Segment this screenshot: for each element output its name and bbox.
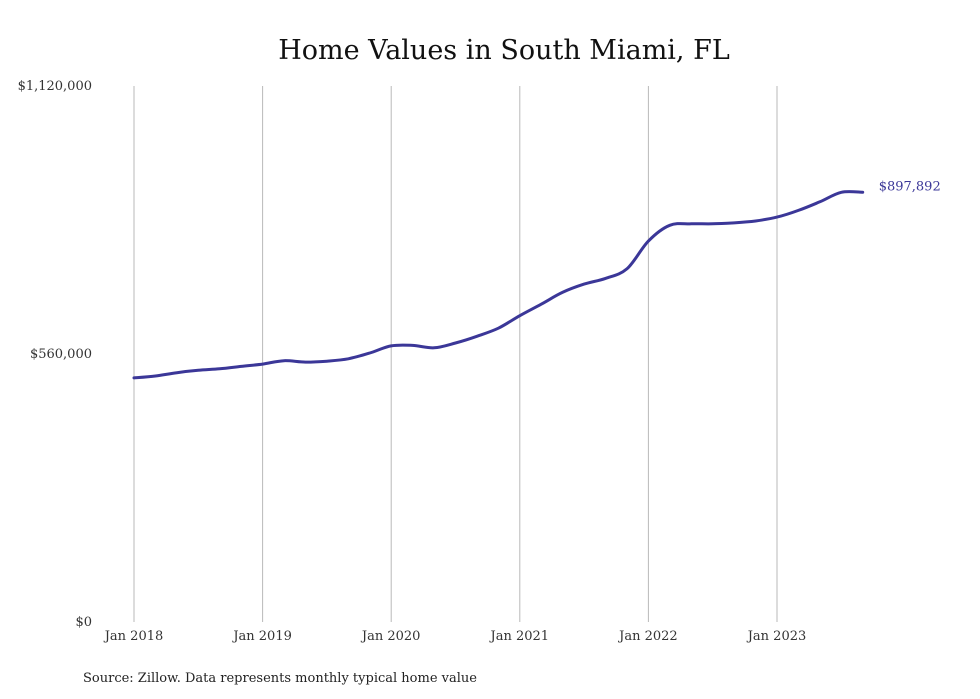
data-point-23	[625, 267, 629, 271]
y-axis-ticks: $0 $560,000 $1,120,000	[18, 79, 92, 630]
data-point-8	[304, 360, 308, 364]
data-point-11	[368, 351, 372, 355]
vertical-gridlines	[133, 86, 778, 622]
data-point-28	[732, 221, 736, 225]
data-point-15	[454, 341, 458, 345]
data-point-3	[196, 368, 200, 372]
data-point-17	[496, 326, 500, 330]
data-point-20	[561, 290, 565, 294]
data-point-12	[389, 344, 393, 348]
data-point-19	[539, 302, 543, 306]
data-point-10	[346, 357, 350, 361]
source-note: Source: Zillow. Data represents monthly …	[83, 671, 477, 686]
data-point-14	[432, 346, 436, 350]
data-points	[132, 190, 865, 380]
x-tick-label: Jan 2022	[617, 629, 678, 644]
data-point-21	[582, 282, 586, 286]
data-point-31	[796, 208, 800, 212]
x-axis-ticks: Jan 2018 Jan 2019 Jan 2020 Jan 2021 Jan 2022…	[103, 629, 807, 644]
x-tick-label: Jan 2020	[360, 629, 421, 644]
data-point-2	[175, 371, 179, 375]
x-tick-label: Jan 2023	[746, 629, 807, 644]
data-point-30	[775, 215, 779, 219]
data-point-27	[711, 222, 715, 226]
data-point-7	[282, 359, 286, 363]
data-point-32	[818, 200, 822, 204]
y-tick-label: $0	[75, 615, 92, 630]
data-point-24	[646, 239, 650, 243]
chart-title: Home Values in South Miami, FL	[278, 35, 730, 66]
data-point-0	[132, 376, 136, 380]
home-value-series-line	[132, 190, 865, 380]
data-point-29	[754, 219, 758, 223]
data-point-4	[218, 367, 222, 371]
data-point-34	[861, 190, 865, 194]
data-point-5	[239, 364, 243, 368]
data-point-16	[475, 334, 479, 338]
data-point-13	[411, 343, 415, 347]
y-tick-label: $1,120,000	[18, 79, 92, 94]
data-point-26	[689, 222, 693, 226]
y-tick-label: $560,000	[30, 347, 92, 362]
data-point-22	[604, 276, 608, 280]
latest-value-label: $897,892	[879, 179, 941, 194]
x-tick-label: Jan 2021	[489, 629, 550, 644]
data-point-33	[839, 190, 843, 194]
data-point-25	[668, 223, 672, 227]
data-point-1	[153, 374, 157, 378]
x-tick-label: Jan 2019	[231, 629, 292, 644]
data-point-18	[518, 314, 522, 318]
x-tick-label: Jan 2018	[103, 629, 164, 644]
data-point-6	[261, 362, 265, 366]
data-point-9	[325, 359, 329, 363]
